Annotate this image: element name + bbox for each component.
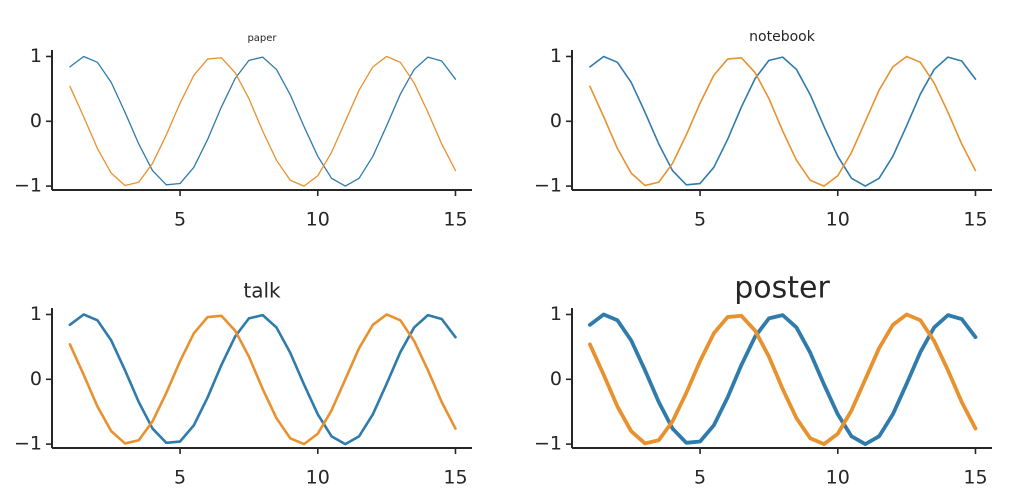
line-series xyxy=(69,55,457,187)
x-tick-label: 15 xyxy=(443,209,467,231)
x-tick-label: 10 xyxy=(306,467,330,489)
line-series xyxy=(589,55,977,187)
y-tick-label: −1 xyxy=(14,433,42,455)
line-series xyxy=(68,313,457,446)
y-tick-label: 1 xyxy=(550,303,562,325)
line-series xyxy=(589,55,977,187)
x-tick-label: 15 xyxy=(443,467,467,489)
x-tick-label: 5 xyxy=(174,209,186,231)
y-tick-label: −1 xyxy=(534,175,562,197)
y-tick-label: −1 xyxy=(534,433,562,455)
line-series xyxy=(588,312,978,447)
x-tick-label: 10 xyxy=(826,209,850,231)
line-series xyxy=(68,313,457,446)
x-tick-label: 10 xyxy=(826,467,850,489)
y-tick-label: 0 xyxy=(30,368,42,390)
y-tick-label: 0 xyxy=(30,110,42,132)
y-tick-label: 1 xyxy=(550,45,562,67)
y-tick-label: 0 xyxy=(550,110,562,132)
subplot-title: poster xyxy=(734,271,830,306)
subplot-title: talk xyxy=(243,279,281,303)
line-series xyxy=(588,312,978,447)
y-tick-label: 1 xyxy=(30,45,42,67)
x-tick-label: 15 xyxy=(963,467,987,489)
y-tick-label: 0 xyxy=(550,368,562,390)
y-tick-label: −1 xyxy=(14,175,42,197)
x-tick-label: 15 xyxy=(963,209,987,231)
subplot-title: paper xyxy=(247,33,277,44)
x-tick-label: 10 xyxy=(306,209,330,231)
y-tick-label: 1 xyxy=(30,303,42,325)
subplot-title: notebook xyxy=(749,29,816,45)
x-tick-label: 5 xyxy=(174,467,186,489)
x-tick-label: 5 xyxy=(694,209,706,231)
x-tick-label: 5 xyxy=(694,467,706,489)
line-series xyxy=(69,55,457,187)
